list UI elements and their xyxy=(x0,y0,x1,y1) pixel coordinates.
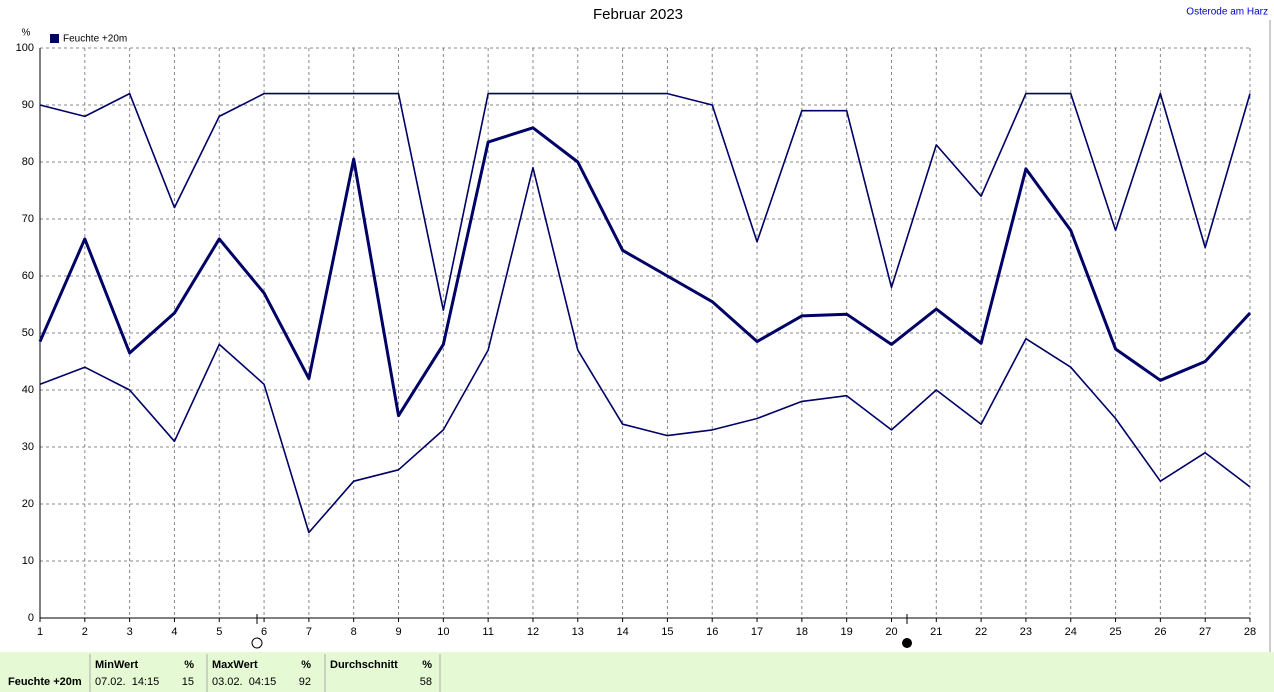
full-moon xyxy=(251,637,263,649)
legend-label: Feuchte +20m xyxy=(63,34,127,45)
y-tick-label: 0 xyxy=(28,612,34,624)
x-tick-label: 12 xyxy=(527,626,539,638)
x-tick-label: 26 xyxy=(1154,626,1166,638)
x-tick-label: 20 xyxy=(885,626,897,638)
new-moon xyxy=(902,638,912,648)
x-tick-label: 9 xyxy=(395,626,401,638)
x-tick-label: 13 xyxy=(572,626,584,638)
summary-footer: Feuchte +20m MinWert % 07.02. 14:15 15 MaxWer… xyxy=(0,652,1274,692)
column-time: 07.02. 14:15 xyxy=(95,676,159,688)
x-tick-label: 6 xyxy=(261,626,267,638)
x-tick-label: 2 xyxy=(82,626,88,638)
y-tick-label: 30 xyxy=(22,441,34,453)
x-tick-label: 23 xyxy=(1020,626,1032,638)
x-tick-label: 16 xyxy=(706,626,718,638)
x-tick-label: 25 xyxy=(1109,626,1121,638)
x-tick-label: 21 xyxy=(930,626,942,638)
x-tick-label: 14 xyxy=(616,626,628,638)
footer-bg xyxy=(0,652,1274,692)
column-unit: % xyxy=(184,659,194,671)
legend-swatch xyxy=(50,34,59,43)
x-tick-label: 8 xyxy=(351,626,357,638)
line xyxy=(39,92,1251,311)
y-tick-label: 70 xyxy=(22,213,34,225)
column-value: 58 xyxy=(420,676,432,688)
y-unit: % xyxy=(22,28,31,39)
column-header: MinWert xyxy=(95,659,139,671)
x-tick-label: 4 xyxy=(171,626,177,638)
y-tick-label: 20 xyxy=(22,498,34,510)
footer-label: Feuchte +20m xyxy=(8,676,82,688)
column-value: 92 xyxy=(299,676,311,688)
line xyxy=(39,166,1251,534)
column-unit: % xyxy=(301,659,311,671)
x-tick-label: 19 xyxy=(841,626,853,638)
x-tick-label: 15 xyxy=(661,626,673,638)
column-value: 15 xyxy=(182,676,194,688)
x-tick-label: 24 xyxy=(1065,626,1077,638)
x-tick-label: 7 xyxy=(306,626,312,638)
y-tick-label: 90 xyxy=(22,99,34,111)
y-tick-label: 40 xyxy=(22,384,34,396)
x-tick-label: 11 xyxy=(482,626,493,638)
x-tick-label: 28 xyxy=(1244,626,1256,638)
y-tick-label: 50 xyxy=(22,327,34,339)
chart-title: Februar 2023 xyxy=(593,6,683,23)
location: Osterode am Harz xyxy=(1186,7,1268,18)
column-unit: % xyxy=(422,659,432,671)
y-tick-label: 10 xyxy=(22,555,34,567)
y-tick-label: 80 xyxy=(22,156,34,168)
x-tick-label: 22 xyxy=(975,626,987,638)
x-tick-label: 18 xyxy=(796,626,808,638)
column-header: MaxWert xyxy=(212,659,258,671)
x-tick-label: 10 xyxy=(437,626,449,638)
x-tick-label: 27 xyxy=(1199,626,1211,638)
y-tick-label: 100 xyxy=(16,42,34,54)
column-header: Durchschnitt xyxy=(330,659,398,671)
x-tick-label: 5 xyxy=(216,626,222,638)
y-tick-label: 60 xyxy=(22,270,34,282)
x-tick-label: 3 xyxy=(127,626,133,638)
column-time: 03.02. 04:15 xyxy=(212,676,276,688)
line xyxy=(38,126,1252,418)
x-tick-label: 1 xyxy=(37,626,43,638)
x-tick-label: 17 xyxy=(751,626,763,638)
